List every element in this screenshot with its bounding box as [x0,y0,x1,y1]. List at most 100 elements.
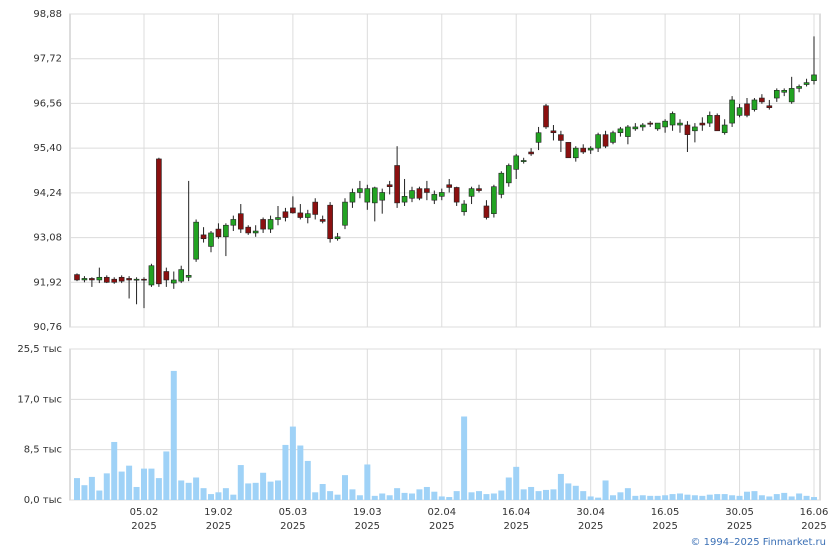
volume-bar [260,472,267,500]
candle-body [669,113,676,126]
volume-bar [624,488,631,500]
volume-bar [349,489,356,500]
x-tick-label-line: 2025 [801,521,826,532]
candle-body [126,278,132,281]
candle-body [401,196,408,203]
x-tick-label: 30.04 2025 [576,507,605,532]
volume-bar [714,494,721,500]
candle-body [498,172,505,195]
volume-bar [468,492,475,500]
volume-bar [520,489,527,500]
candle-body [803,82,810,85]
x-tick-label-line: 16.04 [502,507,531,518]
x-tick-label: 30.05 2025 [725,507,754,532]
candle-body [223,224,229,238]
x-tick-label-line: 30.05 [725,507,754,518]
y-tick-label: 90,76 [33,322,62,333]
candle-body [379,192,386,201]
volume-bar [394,488,401,500]
candle-body [595,134,601,149]
candle-body [178,269,185,282]
volume-bar [654,495,661,500]
volume-bar [438,496,445,500]
volume-bar [565,483,572,500]
volume-bar [386,495,393,500]
x-tick-label-line: 2025 [280,521,305,532]
volume-bar [669,494,676,500]
x-tick-label-line: 16.05 [651,507,680,518]
candle-body [617,128,624,134]
candle-body [170,279,177,284]
candle-body [141,278,147,281]
volume-bar [96,490,103,500]
volume-bar [371,495,378,500]
x-tick-label-line: 05.02 [130,507,159,518]
candle-body [520,160,527,162]
candle-body [260,219,266,230]
candle-body [773,90,780,99]
candle-body [639,124,646,128]
candle-body [327,204,333,240]
candle-body [89,278,95,281]
volume-bar [327,491,334,500]
volume-bar [155,478,162,500]
volume-bar [498,490,505,500]
volume-bar [483,494,490,500]
volume-bar [587,496,594,500]
volume-bar [781,492,788,500]
candle-body [118,276,125,282]
volume-bar [275,480,281,500]
candle-body [751,99,758,110]
candle-body [297,212,304,218]
candle-body [416,188,423,199]
volume-bar [81,485,88,500]
candle-body [237,213,244,230]
x-tick-label-line: 2025 [355,521,380,532]
candle-body [565,142,572,159]
volume-bar [528,486,535,500]
candle-body [796,86,802,89]
x-tick-label-line: 2025 [578,521,603,532]
x-tick-label: 02.04 2025 [427,507,456,532]
candle-body [528,151,534,155]
candle-body [468,188,475,197]
volume-bar [379,493,386,500]
x-tick-label: 05.02 2025 [130,507,159,532]
x-tick-label: 19.02 2025 [204,507,233,532]
x-tick-label-line: 2025 [131,521,156,532]
candle-body [208,232,214,247]
candle-body [290,207,296,214]
candle-body [602,134,609,147]
candle-body [684,124,691,135]
y2-tick-label: 8,5 тыс [24,445,62,456]
candle-body [699,122,706,126]
x-tick-label: 16.06 2025 [800,507,829,532]
volume-bar [476,491,482,500]
volume-bar [811,497,817,500]
candle-body [304,213,311,218]
candle-body [535,132,542,143]
candle-body [364,188,371,203]
volume-bar [230,494,237,500]
volume-bar [610,495,616,500]
candle-body [446,184,453,188]
candle-body [543,105,549,128]
candle-body [558,134,564,141]
x-tick-label: 19.03 2025 [353,507,382,532]
candle-body [215,228,222,238]
volume-bar [721,494,728,500]
volume-bar [595,497,602,500]
x-tick-label: 16.04 2025 [502,507,531,532]
x-tick-label-line: 19.02 [204,507,233,518]
volume-bar [446,497,453,500]
candle-body [759,97,765,103]
candle-body [424,188,430,193]
volume-bar [267,481,274,500]
candle-body [706,115,713,124]
candle-body [505,165,512,184]
y2-tick-label: 17,0 тыс [17,394,62,405]
volume-bar [691,495,698,500]
volume-bar [662,495,669,500]
candle-body [163,271,170,281]
